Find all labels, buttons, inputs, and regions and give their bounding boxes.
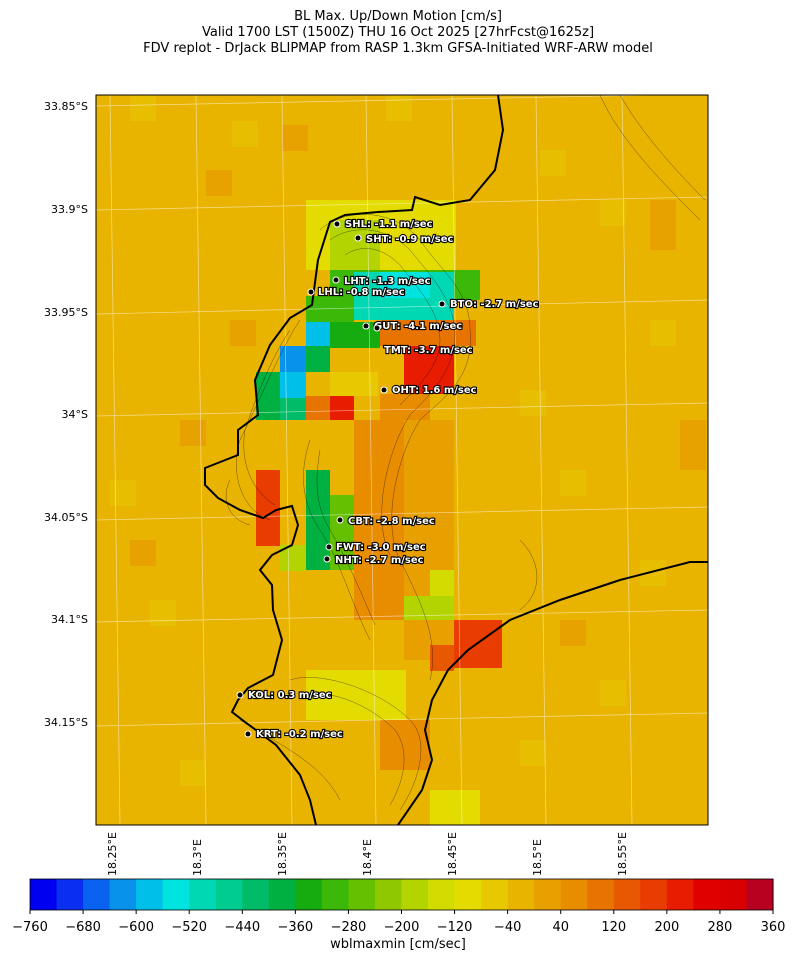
colorbar-tick-label: 360: [761, 920, 786, 935]
station-label-sht: SHT: -0.9 m/sec: [366, 234, 453, 245]
colorbar-swatch: [295, 879, 323, 910]
colorbar-swatch: [719, 879, 748, 910]
colorbar-swatch: [640, 879, 668, 910]
colorbar-swatch: [189, 879, 217, 910]
colorbar-swatch: [83, 879, 111, 910]
lon-label: 18.35°E: [276, 832, 289, 876]
coastline: [204, 95, 708, 825]
colorbar-swatch: [613, 879, 641, 910]
colorbar-tick-label: −40: [494, 920, 521, 935]
station-dot-sht: [354, 234, 362, 242]
colorbar-swatch: [136, 879, 164, 910]
station-label-bto: BTO: -2.7 m/sec: [450, 299, 539, 310]
station-dot-fwt: [325, 543, 333, 551]
colorbar-swatch: [534, 879, 562, 910]
graticule: [96, 95, 708, 825]
colorbar-swatch: [162, 879, 190, 910]
station-dot-oht: [380, 386, 388, 394]
station-label-krt: KRT: -0.2 m/sec: [256, 729, 343, 740]
station-dot-shl: [333, 220, 341, 228]
colorbar-swatch: [507, 879, 535, 910]
uplift-field: [96, 95, 708, 825]
station-dot-gut: [362, 322, 370, 330]
colorbar-swatch: [587, 879, 615, 910]
station-label-lhl: LHL: -0.8 m/sec: [318, 287, 405, 298]
station-dot-bto: [438, 300, 446, 308]
station-label-shl: SHL: -1.1 m/sec: [345, 219, 433, 230]
station-markers: SHL: -1.1 m/sec SHT: -0.9 m/sec LHT: -1.3 …: [236, 218, 540, 741]
station-dot-cbt: [336, 516, 344, 524]
colorbar-tick-label: −200: [384, 920, 420, 935]
colorbar-tick-label: 120: [601, 920, 626, 935]
lon-label: 18.4°E: [361, 839, 374, 876]
station-label-cbt: CBT: -2.8 m/sec: [348, 516, 435, 527]
colorbar-swatch: [374, 879, 403, 910]
station-label-tmt: TMT: -3.7 m/sec: [384, 345, 473, 356]
colorbar-tick-label: −280: [331, 920, 367, 935]
colorbar-swatch: [666, 879, 694, 910]
colorbar-swatch: [481, 879, 509, 910]
colorbar-swatch: [348, 879, 376, 910]
map-title-line-1: BL Max. Up/Down Motion [cm/s]: [294, 9, 502, 24]
station-dot-nht: [323, 555, 331, 563]
station-dot-tmt: [373, 324, 381, 332]
lat-label: 34.15°S: [44, 716, 88, 729]
colorbar-tick-label: −680: [65, 920, 101, 935]
map-title-line-2: Valid 1700 LST (1500Z) THU 16 Oct 2025 […: [201, 25, 595, 40]
colorbar-ticks: −760 −680 −600 −520 −440 −360 −280 −200 −120 −40 4…: [12, 910, 785, 935]
lon-label: 18.25°E: [106, 832, 119, 876]
station-dot-krt: [244, 730, 252, 738]
colorbar-tick-label: −760: [12, 920, 48, 935]
colorbar-swatch: [215, 879, 243, 910]
lon-label: 18.5°E: [531, 839, 544, 876]
colorbar-swatch: [454, 879, 482, 910]
colorbar-swatch: [268, 879, 296, 910]
lon-label: 18.45°E: [446, 832, 459, 876]
colorbar-swatch: [693, 879, 721, 910]
lon-label: 18.3°E: [191, 839, 204, 876]
colorbar-tick-label: 40: [552, 920, 569, 935]
colorbar-swatch: [56, 879, 84, 910]
colorbar: [29, 878, 774, 911]
colorbar-swatch: [428, 879, 456, 910]
station-dot-lhl: [307, 288, 315, 296]
colorbar-tick-label: 200: [654, 920, 679, 935]
station-label-fwt: FWT: -3.0 m/sec: [336, 542, 426, 553]
colorbar-tick-label: −120: [437, 920, 473, 935]
map-frame: [95, 94, 709, 826]
station-dot-kol: [236, 691, 244, 699]
lat-label: 33.85°S: [44, 100, 88, 113]
latitude-labels: 33.85°S 33.9°S 33.95°S 34°S 34.05°S 34.1…: [44, 100, 88, 729]
station-label-gut: GUT: -4.1 m/sec: [374, 321, 462, 332]
colorbar-swatch: [746, 879, 774, 910]
station-label-nht: NHT: -2.7 m/sec: [335, 555, 424, 566]
station-dot-lht: [332, 276, 340, 284]
colorbar-swatch: [242, 879, 270, 910]
colorbar-swatch: [321, 879, 350, 910]
lon-label: 18.55°E: [616, 832, 629, 876]
longitude-labels: 18.25°E 18.3°E 18.35°E 18.4°E 18.45°E 18…: [106, 832, 629, 876]
colorbar-tick-label: −600: [118, 920, 154, 935]
lat-label: 34.05°S: [44, 511, 88, 524]
lat-label: 33.95°S: [44, 306, 88, 319]
colorbar-label: wblmaxmin [cm/sec]: [330, 937, 466, 952]
lat-label: 34.1°S: [51, 613, 88, 626]
lat-label: 33.9°S: [51, 203, 88, 216]
station-label-oht: OHT: 1.6 m/sec: [392, 385, 477, 396]
lat-label: 34°S: [62, 408, 88, 421]
colorbar-tick-label: −440: [224, 920, 260, 935]
colorbar-swatch: [401, 879, 429, 910]
station-label-kol: KOL: 0.3 m/sec: [248, 690, 332, 701]
colorbar-swatch: [30, 879, 58, 910]
map-title-line-3: FDV replot - DrJack BLIPMAP from RASP 1.…: [143, 41, 653, 56]
colorbar-tick-label: −360: [277, 920, 313, 935]
colorbar-swatch: [109, 879, 137, 910]
station-label-lht: LHT: -1.3 m/sec: [344, 276, 431, 287]
colorbar-tick-label: −520: [171, 920, 207, 935]
colorbar-tick-label: 280: [708, 920, 733, 935]
colorbar-swatch: [560, 879, 588, 910]
